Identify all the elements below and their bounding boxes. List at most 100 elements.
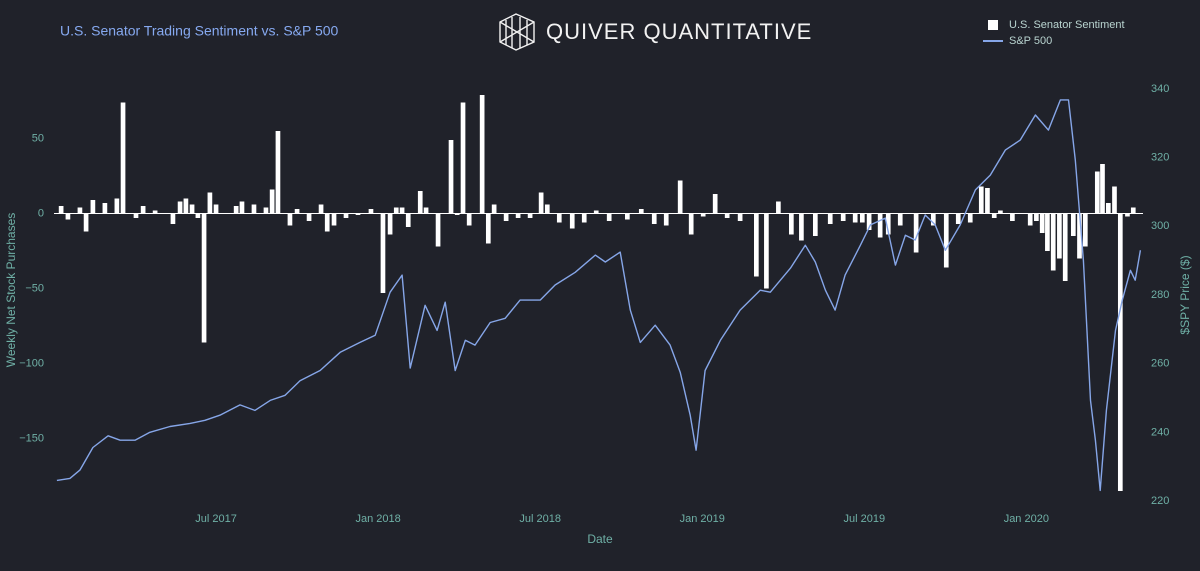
- bar: [913, 213, 919, 253]
- x-tick-label: Jul 2017: [195, 513, 237, 525]
- bar: [625, 213, 630, 220]
- bar: [423, 207, 429, 214]
- bar: [1112, 186, 1117, 214]
- legend-label: U.S. Senator Sentiment: [1009, 19, 1125, 31]
- y-tick-label: 50: [32, 132, 44, 144]
- bar: [1100, 164, 1105, 214]
- y2-tick-label: 220: [1151, 495, 1169, 507]
- bar: [859, 213, 865, 223]
- y2-tick-label: 320: [1151, 152, 1169, 164]
- bar: [677, 180, 683, 214]
- bar: [663, 213, 669, 226]
- bar: [1105, 203, 1111, 214]
- bar: [343, 213, 349, 218]
- bar: [399, 207, 405, 214]
- bar: [955, 213, 961, 224]
- bar: [503, 213, 509, 221]
- x-tick-label: Jan 2018: [355, 513, 400, 525]
- bar: [985, 188, 990, 214]
- bar: [251, 204, 257, 214]
- bar: [380, 213, 386, 293]
- bar: [724, 213, 730, 218]
- y-axis-title: Weekly Net Stock Purchases: [4, 213, 18, 368]
- bar: [454, 213, 460, 215]
- bar: [877, 213, 883, 238]
- bar: [1117, 213, 1123, 491]
- bar: [102, 203, 108, 214]
- bar: [387, 213, 393, 235]
- y2-tick-label: 300: [1151, 220, 1169, 232]
- bar: [269, 189, 275, 214]
- bar: [998, 210, 1003, 214]
- bar: [1077, 213, 1082, 259]
- bar: [140, 206, 146, 214]
- bar: [213, 204, 219, 214]
- x-tick-label: Jul 2018: [519, 513, 561, 525]
- bar: [177, 201, 183, 214]
- bar: [1045, 213, 1050, 251]
- bar: [201, 213, 207, 343]
- bar: [1010, 213, 1015, 221]
- bar: [133, 213, 139, 218]
- bar: [700, 213, 706, 217]
- bar: [538, 192, 544, 214]
- bar: [466, 213, 472, 226]
- bar: [331, 213, 337, 226]
- bar: [152, 210, 158, 214]
- y2-tick-label: 340: [1151, 83, 1169, 95]
- line: [56, 99, 1142, 492]
- bar: [1039, 213, 1045, 233]
- y2-tick-label: 260: [1151, 358, 1169, 370]
- bar: [1094, 171, 1100, 214]
- bar: [638, 209, 644, 214]
- bar: [737, 213, 743, 221]
- bar: [170, 213, 176, 224]
- bar: [324, 213, 330, 232]
- y2-axis-title: $SPY Price ($): [1178, 255, 1192, 334]
- y2-tick-label: 280: [1151, 289, 1169, 301]
- bar: [58, 206, 64, 214]
- bar: [491, 204, 497, 214]
- bar: [435, 213, 441, 247]
- bar: [1027, 213, 1033, 226]
- bar: [581, 213, 587, 223]
- bar: [544, 204, 550, 214]
- bar: [306, 213, 312, 221]
- bar: [239, 201, 245, 214]
- bar: [651, 213, 657, 224]
- bar: [885, 213, 891, 235]
- bar: [287, 213, 293, 226]
- x-tick-label: Jul 2019: [843, 513, 885, 525]
- bar: [207, 192, 213, 214]
- bar: [812, 213, 818, 236]
- bar: [405, 213, 411, 227]
- brand-name: QUIVER QUANTITATIVE: [546, 19, 812, 44]
- bar: [943, 213, 949, 268]
- bar: [789, 213, 794, 235]
- bar: [417, 191, 423, 214]
- bar: [195, 213, 201, 218]
- bar: [556, 213, 562, 223]
- y-tick-label: −100: [19, 357, 44, 369]
- bar: [355, 213, 361, 215]
- bar: [866, 213, 872, 230]
- bar: [978, 186, 984, 214]
- bar: [1034, 213, 1039, 221]
- bar: [460, 102, 466, 214]
- bar: [799, 213, 804, 241]
- bar: [1125, 213, 1130, 217]
- bar: [189, 204, 195, 214]
- bar: [114, 198, 120, 214]
- bar: [90, 200, 96, 214]
- bar: [1130, 207, 1136, 214]
- bar: [776, 201, 781, 214]
- bar: [754, 213, 759, 277]
- y2-tick-label: 240: [1151, 426, 1169, 438]
- bar: [83, 213, 89, 232]
- bar: [569, 213, 575, 229]
- bar: [1062, 213, 1068, 281]
- bar: [275, 131, 281, 214]
- bar: [897, 213, 903, 226]
- bar: [77, 207, 83, 214]
- y-tick-label: 0: [38, 207, 44, 219]
